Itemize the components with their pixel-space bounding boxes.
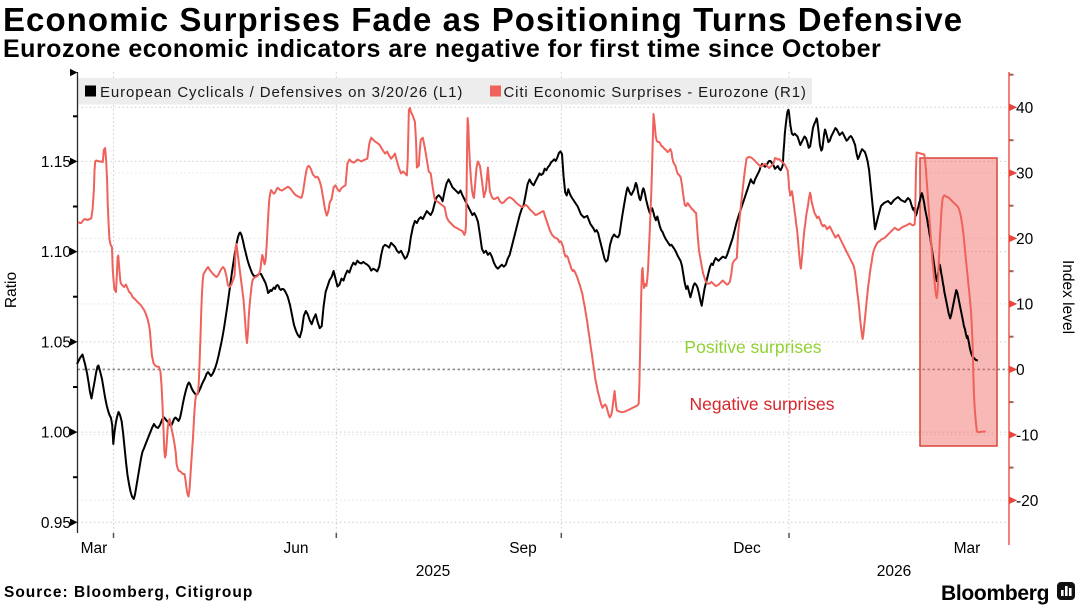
svg-text:Dec: Dec — [733, 540, 761, 557]
svg-text:Bloomberg: Bloomberg — [941, 582, 1049, 605]
svg-text:30: 30 — [1016, 166, 1034, 183]
svg-text:1.15: 1.15 — [41, 154, 71, 171]
svg-text:European Cyclicals / Defensive: European Cyclicals / Defensives on 3/20/… — [100, 84, 463, 101]
svg-text:Eurozone economic indicators a: Eurozone economic indicators are negativ… — [3, 35, 881, 63]
svg-text:Sep: Sep — [509, 540, 537, 557]
svg-text:-10: -10 — [1016, 427, 1039, 444]
svg-text:-20: -20 — [1016, 493, 1039, 510]
svg-text:0: 0 — [1016, 362, 1025, 379]
svg-text:1.00: 1.00 — [41, 425, 72, 442]
svg-text:Index level: Index level — [1059, 260, 1076, 334]
svg-text:1.10: 1.10 — [41, 244, 72, 261]
svg-text:Citi Economic Surprises - Euro: Citi Economic Surprises - Eurozone (R1) — [504, 84, 807, 101]
svg-text:Economic Surprises Fade as Pos: Economic Surprises Fade as Positioning T… — [3, 1, 963, 38]
svg-text:10: 10 — [1016, 296, 1034, 313]
svg-text:0.95: 0.95 — [41, 515, 71, 532]
svg-text:Jun: Jun — [284, 540, 309, 557]
svg-text:Source: Bloomberg, Citigroup: Source: Bloomberg, Citigroup — [4, 584, 253, 601]
svg-text:Mar: Mar — [81, 540, 108, 557]
svg-text:Negative surprises: Negative surprises — [690, 394, 835, 414]
svg-text:Positive surprises: Positive surprises — [684, 337, 821, 357]
svg-text:1.05: 1.05 — [41, 334, 71, 351]
svg-text:40: 40 — [1016, 100, 1034, 117]
svg-text:2026: 2026 — [877, 563, 911, 580]
svg-text:2025: 2025 — [416, 563, 450, 580]
svg-text:Ratio: Ratio — [3, 272, 20, 308]
svg-text:20: 20 — [1016, 231, 1034, 248]
svg-text:Mar: Mar — [954, 540, 981, 557]
